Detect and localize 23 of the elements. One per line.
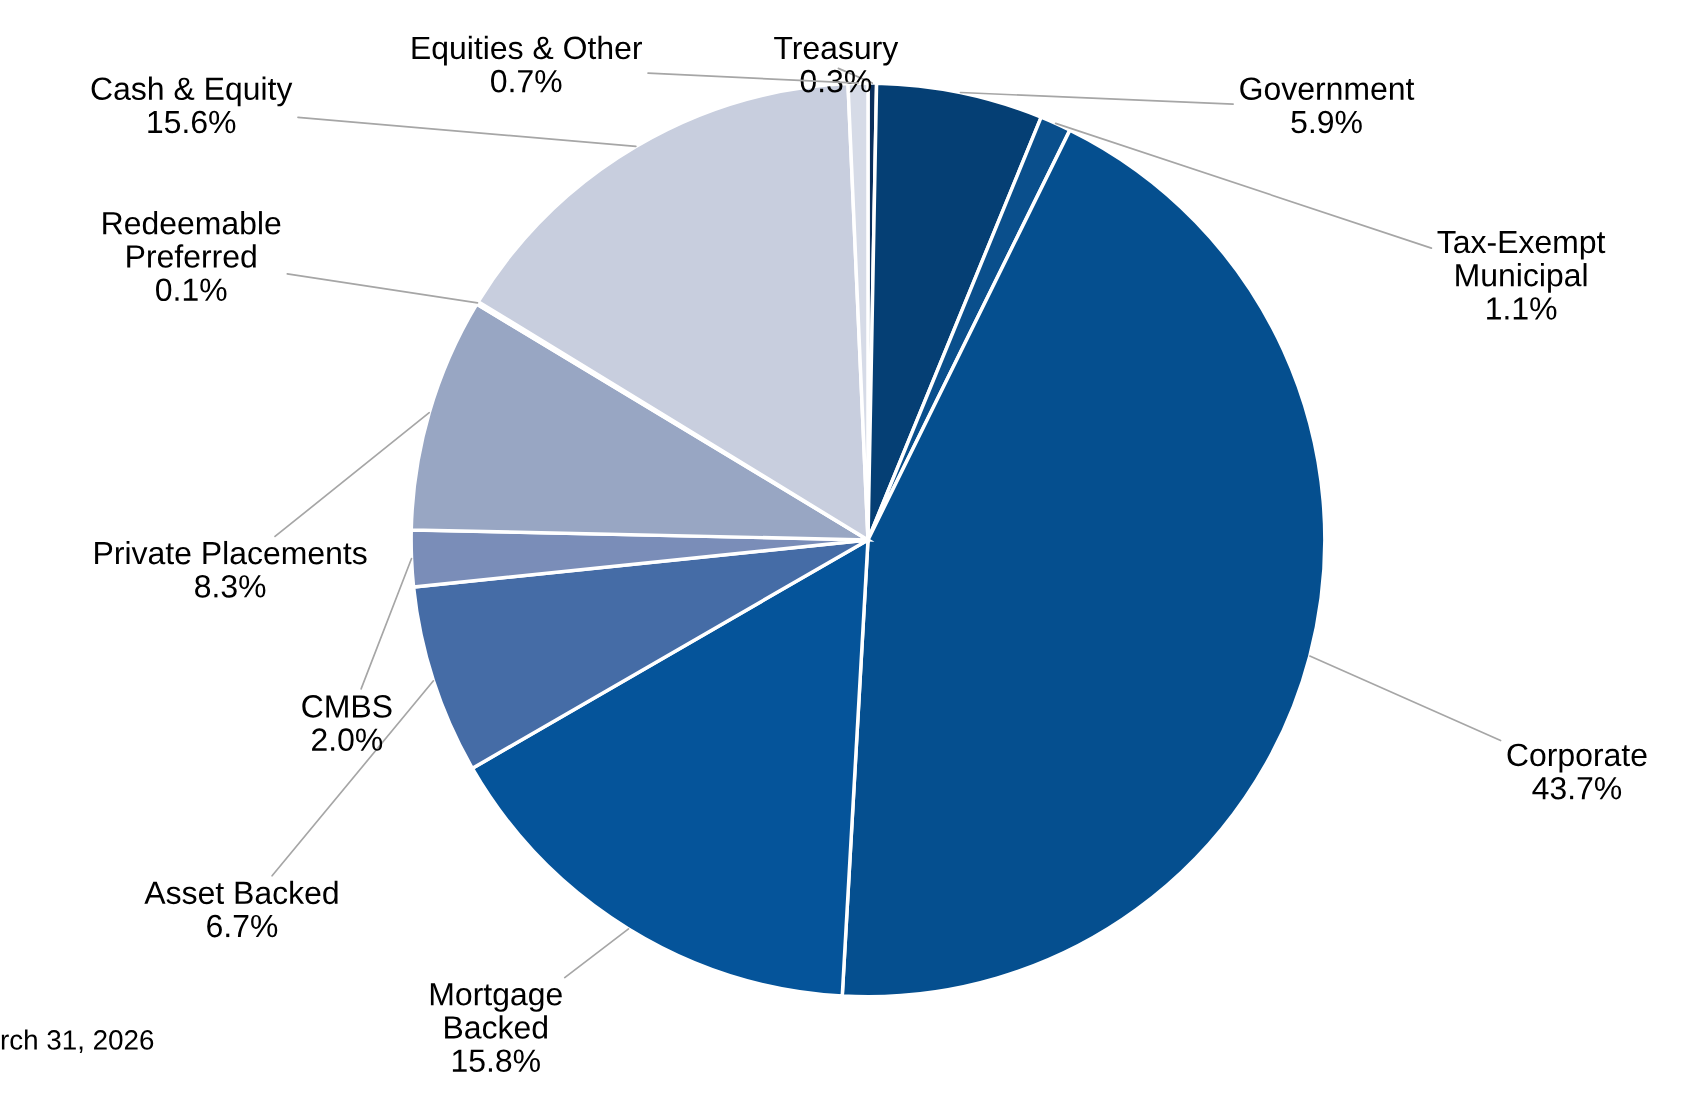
slice-label: Equities & Other — [412, 35, 642, 66]
slice-label: Cash & Equity — [91, 76, 293, 107]
slice-label: Private Placements — [95, 540, 367, 565]
data-label: 15.8% — [452, 1049, 540, 1073]
data-label: 0.7% — [491, 69, 562, 93]
data-label: 15.6% — [148, 110, 236, 134]
slice-label: Mortgage Backed — [430, 983, 562, 1039]
data-label: 6.7% — [207, 914, 278, 938]
slice-label: Treasury — [774, 36, 899, 66]
data-label: 5.9% — [1291, 110, 1362, 134]
slice-label: Government — [1240, 77, 1415, 101]
data-label: 8.3% — [195, 575, 266, 598]
data-label: 0.3% — [800, 69, 872, 93]
slice-label: Tax-Exempt Municipal — [1437, 230, 1606, 293]
slice-label: Redeemable Preferred — [103, 211, 281, 268]
data-label: 2.0% — [312, 728, 383, 751]
data-label: 43.7% — [1532, 776, 1622, 800]
slice-label: Asset Backed — [144, 880, 338, 905]
slice-label: Corporate — [1507, 743, 1647, 773]
data-label: 0.1% — [156, 278, 227, 302]
slice-label: CMBS — [302, 695, 392, 718]
text: rch 31, 2026 — [1, 1029, 154, 1054]
data-label: 1.1% — [1487, 297, 1557, 320]
